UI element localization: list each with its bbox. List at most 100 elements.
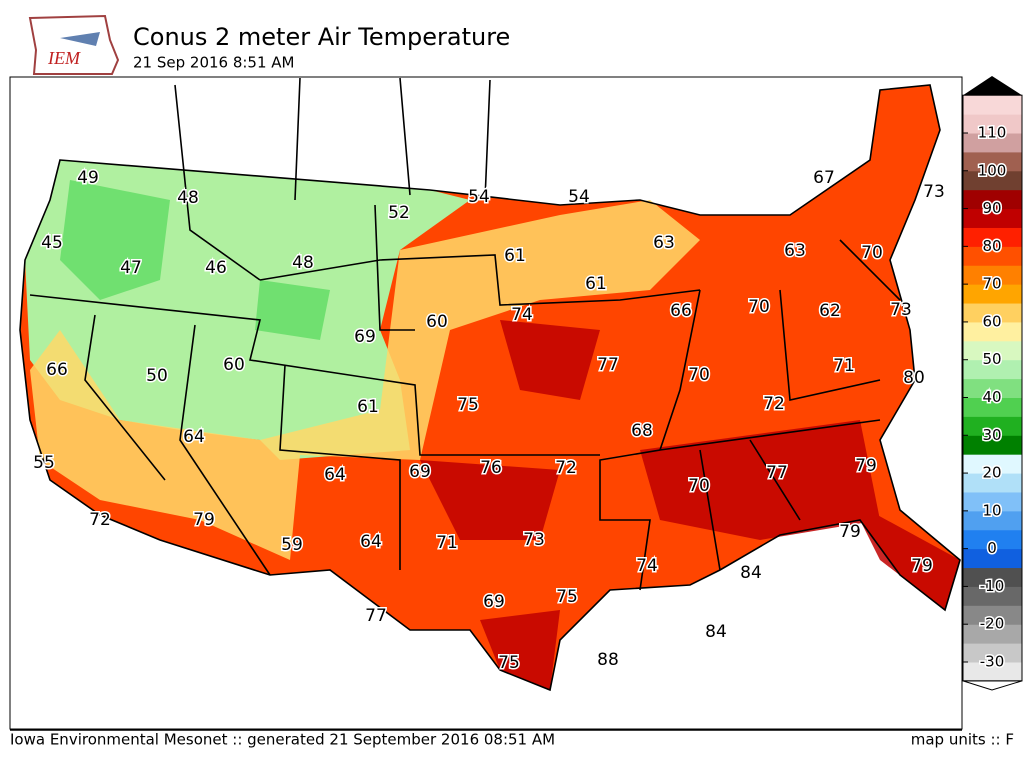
station-value: 71 <box>833 356 855 376</box>
colorbar-band <box>963 133 1022 153</box>
colorbar-band <box>963 359 1022 380</box>
station-value: 46 <box>205 258 227 278</box>
title: Conus 2 meter Air Temperature <box>133 23 510 51</box>
colorbar-label: -20 <box>980 615 1005 633</box>
station-value: 73 <box>523 530 545 550</box>
station-value: 45 <box>41 233 63 253</box>
station-value: 47 <box>120 258 142 278</box>
colorbar-band <box>963 605 1022 625</box>
colorbar-band <box>963 170 1022 191</box>
station-value: 61 <box>585 274 607 294</box>
colorbar-band <box>963 473 1022 493</box>
station-value: 66 <box>46 360 68 380</box>
station-value: 63 <box>784 241 806 261</box>
station-value: 88 <box>597 650 619 670</box>
colorbar-label: 100 <box>978 161 1007 179</box>
station-value: 76 <box>480 458 502 478</box>
colorbar-top <box>963 76 1022 96</box>
station-value: 64 <box>183 427 205 447</box>
colorbar-label: 40 <box>982 388 1001 406</box>
station-value: 75 <box>498 653 520 673</box>
map <box>9 76 963 731</box>
station-value: 54 <box>468 187 490 207</box>
colorbar-band <box>963 227 1022 247</box>
station-value: 63 <box>653 233 675 253</box>
station-value: 50 <box>146 366 168 386</box>
station-value: 77 <box>766 463 788 483</box>
land-hot <box>420 320 960 690</box>
station-value: 62 <box>819 301 841 321</box>
colorbar-band <box>963 624 1022 644</box>
colorbar-band <box>963 246 1022 266</box>
logo: IEM <box>28 14 120 75</box>
station-value: 66 <box>670 301 692 321</box>
station-value: 61 <box>504 246 526 266</box>
station-value: 68 <box>631 421 653 441</box>
station-value: 48 <box>292 253 314 273</box>
colorbar-band <box>963 114 1022 134</box>
station-value: 74 <box>636 556 658 576</box>
colorbar-band <box>963 416 1022 436</box>
colorbar-label: -10 <box>980 577 1005 595</box>
station-value: 55 <box>33 453 55 473</box>
station-value: 73 <box>890 300 912 320</box>
colorbar-band <box>963 208 1022 228</box>
colorbar-band <box>963 378 1022 398</box>
colorbar-band <box>963 529 1022 550</box>
station-value: 69 <box>483 592 505 612</box>
station-value: 60 <box>223 355 245 375</box>
colorbar-band <box>963 662 1022 682</box>
colorbar-label: 110 <box>978 124 1007 142</box>
station-value: 77 <box>597 355 619 375</box>
station-value: 69 <box>409 462 431 482</box>
footer-left: Iowa Environmental Mesonet :: generated … <box>10 731 555 749</box>
station-value: 61 <box>357 397 379 417</box>
colorbar-band <box>963 189 1022 210</box>
colorbar-band <box>963 321 1022 342</box>
station-value: 77 <box>365 606 387 626</box>
colorbar-label: 30 <box>982 426 1001 444</box>
colorbar-band <box>963 491 1022 512</box>
station-value: 64 <box>324 465 346 485</box>
station-value: 79 <box>839 522 861 542</box>
station-value: 79 <box>193 510 215 530</box>
station-value: 74 <box>511 305 533 325</box>
station-value: 52 <box>388 203 410 223</box>
colorbar-label: 90 <box>982 199 1001 217</box>
colorbar-band <box>963 567 1022 587</box>
station-value: 49 <box>77 168 99 188</box>
colorbar-band <box>963 303 1022 323</box>
station-value: 48 <box>177 188 199 208</box>
station-labels: 49 48 54 54 52 45 47 46 48 61 63 67 73 63 70 61 74 60 69 66… <box>32 167 947 675</box>
land-yellow <box>30 200 700 560</box>
station-value: 70 <box>688 476 710 496</box>
station-value: 71 <box>436 533 458 553</box>
station-value: 69 <box>354 327 376 347</box>
footer-right: map units :: F <box>911 731 1014 749</box>
colorbar-band <box>963 397 1022 417</box>
station-value: 64 <box>360 532 382 552</box>
station-value: 75 <box>457 395 479 415</box>
colorbar-label: 50 <box>982 350 1001 368</box>
station-value: 70 <box>748 297 770 317</box>
colorbar-band <box>963 643 1022 663</box>
colorbar-label: -30 <box>980 653 1005 671</box>
land-green <box>60 180 330 340</box>
colorbar-label: 60 <box>982 312 1001 330</box>
colorbar-label: 0 <box>987 539 997 557</box>
colorbar-band <box>963 454 1022 474</box>
colorbar-label: 80 <box>982 237 1001 255</box>
station-value: 75 <box>556 587 578 607</box>
colorbar-frame <box>962 94 1023 682</box>
station-value: 59 <box>281 535 303 555</box>
station-value: 79 <box>911 556 933 576</box>
station-value: 79 <box>855 456 877 476</box>
subtitle: 21 Sep 2016 8:51 AM <box>133 54 295 72</box>
station-value: 54 <box>568 187 590 207</box>
station-value: 72 <box>555 458 577 478</box>
station-value: 84 <box>740 563 762 583</box>
colorbar-label: 20 <box>982 464 1001 482</box>
station-value: 80 <box>903 368 925 388</box>
